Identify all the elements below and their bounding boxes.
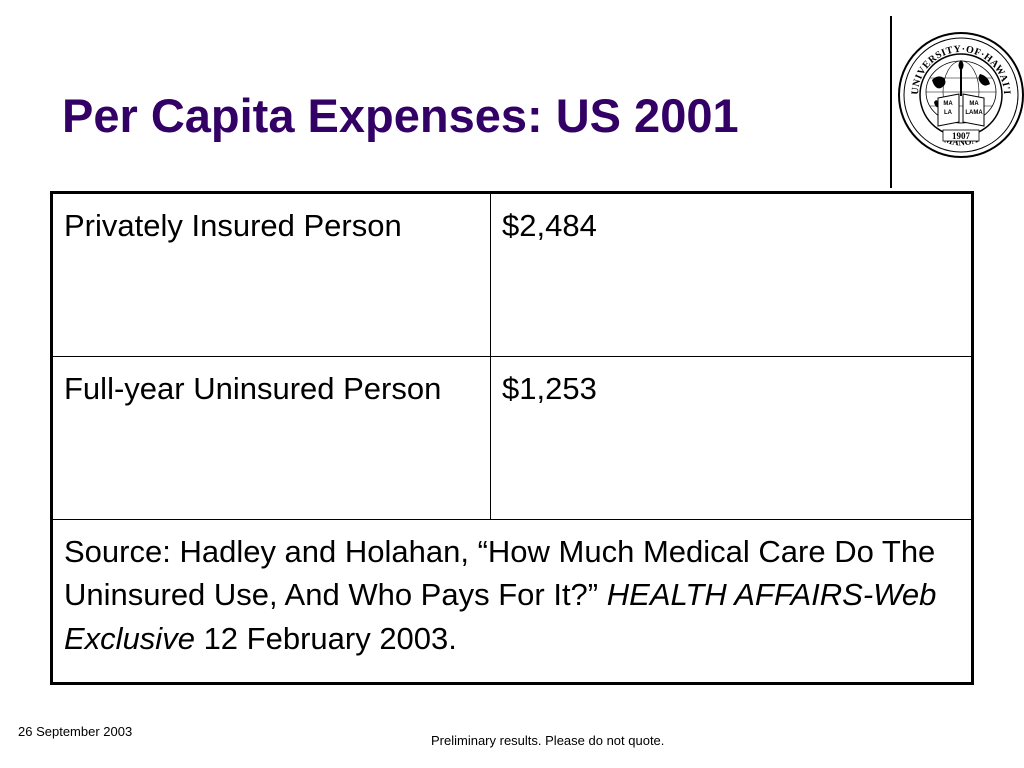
source-date: 12 February 2003.: [203, 620, 457, 656]
svg-text:LA: LA: [944, 110, 953, 116]
table-row: Privately Insured Person $2,484: [51, 192, 973, 357]
footer-note: Preliminary results. Please do not quote…: [431, 733, 665, 748]
svg-text:MA: MA: [943, 101, 953, 107]
source-text: Source: Hadley and Holahan, “How Much Me…: [64, 534, 936, 613]
row-label: Privately Insured Person: [51, 192, 491, 357]
row-label: Full-year Uninsured Person: [51, 356, 491, 520]
row-value: $2,484: [490, 192, 973, 357]
svg-text:1907: 1907: [952, 131, 971, 141]
expenses-table: Privately Insured Person $2,484 Full-yea…: [50, 191, 974, 685]
slide-title: Per Capita Expenses: US 2001: [62, 89, 739, 142]
university-of-hawaii-seal-icon: UNIVERSITY·OF·HAWAI'I MĀNOA MA MA LA LAM…: [896, 30, 1024, 160]
row-value: $1,253: [490, 356, 973, 520]
table-row: Full-year Uninsured Person $1,253: [51, 356, 973, 520]
svg-text:LAMA: LAMA: [965, 110, 983, 116]
title-divider: [890, 16, 892, 188]
source-row: Source: Hadley and Holahan, “How Much Me…: [51, 519, 973, 684]
source-journal: HEALTH AFFAIRS-Web Exclusive: [64, 577, 937, 656]
footer-date: 26 September 2003: [18, 724, 133, 739]
source-citation: Source: Hadley and Holahan, “How Much Me…: [51, 519, 973, 684]
svg-text:MA: MA: [969, 101, 979, 107]
